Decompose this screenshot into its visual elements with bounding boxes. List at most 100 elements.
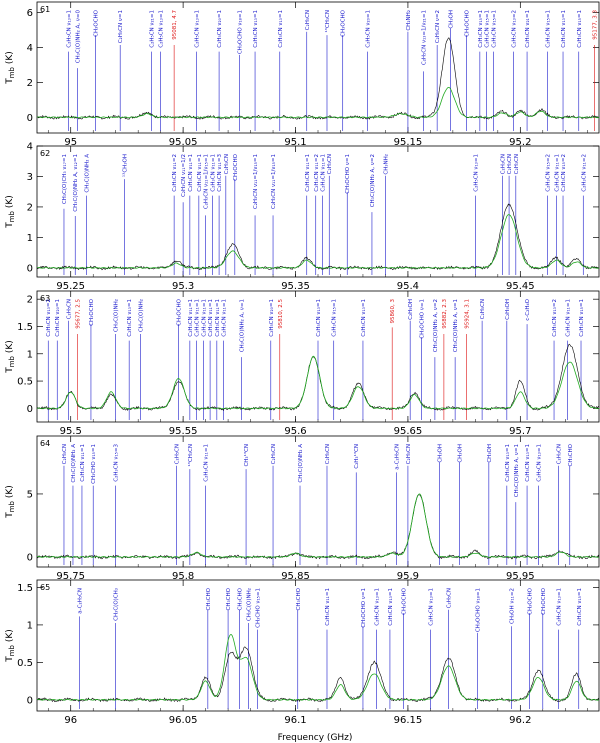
line-marker-label: CH₃OCHO <box>527 587 533 614</box>
line-marker-label: C₂H₅CN ν₁₃=1 <box>388 588 394 626</box>
y-tick-label: 2 <box>27 295 33 306</box>
line-marker-label: CH₃C(O)NH₂ A <box>84 154 90 193</box>
line-marker-label: CH₃OCHO <box>93 9 99 36</box>
line-marker-label: C₂H₅CN ν₁₃=2 <box>46 299 52 337</box>
line-marker-label: C₂H₅CN ν₁₃=1 <box>361 299 367 337</box>
line-marker-label: C₂H₅CN ν₁₃=1 <box>561 10 567 48</box>
y-tick-label: 0 <box>27 552 33 563</box>
line-marker-label: a-C₂H₅CN <box>395 444 401 470</box>
panel-64: Tmb (K) 64 95.75 95.8 95.85 95.9 95.95 0 5 C₂H₅CN… <box>5 435 600 582</box>
line-marker-label: C₂H₅CN ν₁₃=2 <box>512 10 518 48</box>
line-marker-label: C₂H₅CN ν₁₃=1 <box>473 154 479 192</box>
line-marker-label: CH₃OCHO <box>541 587 547 614</box>
line-marker-label: C₂H₃CN ν₁₅=1 <box>577 588 583 626</box>
y-tick-label: 4 <box>27 142 33 153</box>
x-tick-label: 95.1 <box>284 137 306 148</box>
line-marker-label: C₂H₃CN ν₁₁=1/ν₁₅=1 <box>204 154 210 209</box>
line-marker-label: C₂H₅CN ν₁₃=1 <box>278 10 284 48</box>
line-marker-label: C₂H₃CN ν₁₁=1 <box>197 154 203 192</box>
line-marker-label: CH₃CHO <box>237 587 243 610</box>
line-marker-label: CH₃C(O)NH₂ A, ν=1 <box>514 444 520 497</box>
line-marker-label: ¹³CH₃OH <box>122 154 129 177</box>
y-tick-label: 2 <box>27 202 33 213</box>
line-marker-label: C₂H₃CN ν₁₁=1 <box>188 299 194 337</box>
line-marker-label: C₂H₅CN ν₁₃=1 <box>159 10 165 48</box>
line-marker-label: CH₃OCHO <box>464 9 470 36</box>
panel-number: 61 <box>40 5 50 14</box>
line-marker-label: C₂H₃CN ν₁₅=1 <box>332 299 338 337</box>
line-marker-label: C₂H₅CN <box>174 444 180 464</box>
line-marker-label: C₂H₃CN ν₁₁=1 <box>201 299 207 337</box>
panels: Tmb (K) 61 95 95.05 95.1 95.15 95.2 0 2 4 6 C₂H₅CN … <box>5 1 600 726</box>
line-marker-label: C₂H₅CN <box>271 444 277 464</box>
y-tick-label: 0.5 <box>17 377 33 388</box>
x-tick-label: 95.65 <box>394 426 423 437</box>
line-marker-label: CH₃C(O)NH₂ A <box>298 444 304 483</box>
line-marker-label: C₂H₃CN ν₁₁=1 <box>320 154 326 192</box>
line-marker-label: C₂H₃CN ν₁₅=1 <box>579 299 585 337</box>
y-axis-title: Tmb (K) <box>5 485 16 519</box>
line-marker-label: C₂H₅CN <box>325 444 331 464</box>
line-marker-label: C₂H₃CN ν₁₁=1 <box>80 444 86 482</box>
x-tick-label: 95 <box>64 137 77 148</box>
y-tick-label: 4 <box>27 43 33 54</box>
line-marker-label: CH₃¹³CN <box>243 444 250 467</box>
line-marker-label: C₂H₅CN <box>62 444 68 464</box>
line-marker-label: C₂H₅CN <box>480 299 486 319</box>
line-marker-label: C₂H₃CN ν₁₁=2 <box>581 154 587 192</box>
line-marker-label: C₂H₅CN ν₁₃=1 <box>127 299 133 337</box>
x-tick-label: 96.1 <box>284 715 306 726</box>
line-marker-label: C₂H₃CN ν₁₁=3 <box>217 154 223 192</box>
x-tick-label: 95.55 <box>169 426 198 437</box>
x-tick-label: 95.8 <box>172 571 194 582</box>
line-marker-label: C₂H₃CN ν₁₁=1 <box>188 154 194 192</box>
y-tick-label: 0.5 <box>17 658 33 669</box>
line-marker-label: C₂H₅OH <box>408 299 414 320</box>
line-marker-label: 95860, 3 <box>390 299 396 324</box>
x-tick-label: 95.35 <box>281 281 310 292</box>
line-marker-label: C₂H₃CN ν₁₁=1 <box>566 299 572 337</box>
line-marker-label: CH₃C(O)CH₃ <box>114 588 120 621</box>
line-marker-label: C₂H₅CN <box>66 299 72 319</box>
x-tick-label: 95.2 <box>509 137 531 148</box>
line-marker-label: C₂H₃CN ν₁₁=1 <box>305 154 311 192</box>
x-tick-label: 95.6 <box>284 426 306 437</box>
line-marker-label: CH₃CHO <box>296 587 302 610</box>
line-marker-label: CH₃C(O)NH₂ A, ν=1 <box>453 299 459 352</box>
panel-number: 64 <box>40 439 50 448</box>
line-marker-label: CH₃CHO <box>206 587 212 610</box>
line-marker-label: C₂H₅CN ν₁₃=1 <box>557 588 563 626</box>
line-marker-label: C₂H₅CN ν₂₁=1 <box>525 10 531 48</box>
line-marker-label: C₂H₅CN ν₁₃=1 <box>525 444 531 482</box>
y-tick-label: 0 <box>27 404 33 415</box>
line-marker-label: 95810, 2.5 <box>278 299 284 329</box>
line-marker-label: 95924, 3.1 <box>464 299 470 329</box>
line-marker-label: ¹³CH₃CN <box>324 10 331 33</box>
line-marker-label: CH₃NH₂ <box>383 154 389 175</box>
line-marker-label: C₂H₅CN ν₂₀=1 <box>217 10 223 48</box>
line-marker-label: C₂H₅CN ν₂₁=1 <box>150 10 156 48</box>
line-marker-label: C₂H₃CN ν₁₅=1 <box>577 10 583 48</box>
x-tick-label: 96.2 <box>509 715 531 726</box>
line-marker-label: C₂H₅CN ν₁₃=1 <box>428 588 434 626</box>
line-marker-label: CH₃OH <box>458 444 464 463</box>
line-marker-label: CH₃C(O)NH₂ <box>246 588 252 621</box>
x-tick-label: 95.7 <box>509 426 531 437</box>
line-marker-label: 95677, 2.5 <box>75 299 81 329</box>
y-axis-title: Tmb (K) <box>5 340 16 374</box>
line-marker-label: CH₃OCHO ν=1 <box>361 588 367 628</box>
line-marker-label: C₂H₅CN ν₂₀=1 <box>55 299 61 337</box>
line-marker-label: C₂H₅CN ν₂₀=1 <box>365 10 371 48</box>
model-spectrum <box>37 86 599 119</box>
x-tick-label: 95.3 <box>172 281 194 292</box>
line-marker-label: CH₃OCHO ν=1 <box>345 154 351 194</box>
panel-number: 63 <box>40 294 50 303</box>
panel-63: Tmb (K) 63 95.5 95.55 95.6 95.65 95.7 0 0.5 1 1.5 2… <box>5 290 600 437</box>
line-marker-label: C₂H₃CN ν₁₁=1/ν₁₅=1 <box>271 154 277 209</box>
line-marker-label: C₂H₃CN ν₁₁=2 <box>314 154 320 192</box>
observed-spectrum <box>37 37 599 120</box>
line-marker-label: CH₃C(O)NH₂ <box>138 299 144 332</box>
y-tick-label: 5 <box>27 489 33 500</box>
line-marker-label: C₂H₅CN ν₁₃=1 <box>253 10 259 48</box>
